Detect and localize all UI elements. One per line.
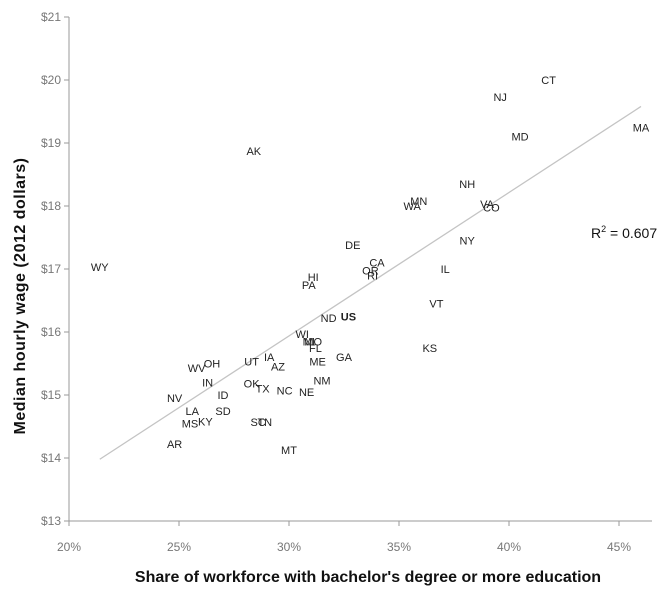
x-tick-label: 35% xyxy=(387,540,411,554)
point-label-nj: NJ xyxy=(493,92,506,104)
point-label-ar: AR xyxy=(167,439,182,451)
y-tick-label: $21 xyxy=(41,10,61,24)
point-label-la: LA xyxy=(185,406,199,418)
point-label-us: US xyxy=(341,311,356,323)
point-label-ma: MA xyxy=(633,122,650,134)
point-label-ct: CT xyxy=(541,75,556,87)
point-label-nh: NH xyxy=(459,179,475,191)
point-label-ne: NE xyxy=(299,387,314,399)
point-label-mt: MT xyxy=(281,445,297,457)
trendline xyxy=(99,105,642,460)
point-label-de: DE xyxy=(345,240,360,252)
y-tick-label: $14 xyxy=(41,451,61,465)
point-label-wi: WI xyxy=(295,329,308,341)
point-label-ok: OK xyxy=(244,379,261,391)
y-axis-title: Median hourly wage (2012 dollars) xyxy=(12,157,29,434)
point-label-az: AZ xyxy=(271,362,285,374)
axis-titles: Share of workforce with bachelor's degre… xyxy=(12,157,657,586)
point-label-nc: NC xyxy=(277,386,293,398)
point-label-ks: KS xyxy=(422,343,437,355)
point-label-ca: CA xyxy=(369,258,385,270)
point-label-mn: MN xyxy=(410,196,427,208)
point-label-mo: MO xyxy=(304,336,322,348)
point-label-or: OR xyxy=(362,265,379,277)
x-tick-label: 25% xyxy=(167,540,191,554)
trendline-group xyxy=(99,105,642,460)
point-label-nd: ND xyxy=(321,313,337,325)
point-label-ut: UT xyxy=(244,357,259,369)
point-label-me: ME xyxy=(309,357,326,369)
point-label-sc: SC xyxy=(251,417,266,429)
point-label-wv: WV xyxy=(188,363,206,375)
point-label-fl: FL xyxy=(309,343,322,355)
r-squared-annotation: R2 = 0.607 xyxy=(591,224,657,241)
point-label-tx: TX xyxy=(256,384,271,396)
point-label-nv: NV xyxy=(167,393,183,405)
point-label-co: CO xyxy=(483,202,500,214)
x-tick-label: 20% xyxy=(57,540,81,554)
point-label-nm: NM xyxy=(313,376,330,388)
point-label-mi: MI xyxy=(303,336,315,348)
point-label-tn: TN xyxy=(257,417,272,429)
point-label-il: IL xyxy=(441,264,450,276)
r-squared-prefix: R xyxy=(591,225,601,241)
point-label-ms: MS xyxy=(182,418,199,430)
point-label-in: IN xyxy=(202,377,213,389)
point-label-id: ID xyxy=(218,390,229,402)
r-squared-superscript: 2 xyxy=(601,224,606,234)
y-tick-label: $19 xyxy=(41,136,61,150)
y-tick-label: $13 xyxy=(41,514,61,528)
point-label-ia: IA xyxy=(264,352,275,364)
y-tick-label: $16 xyxy=(41,325,61,339)
x-tick-label: 40% xyxy=(497,540,521,554)
y-tick-label: $20 xyxy=(41,73,61,87)
r-squared-value: = 0.607 xyxy=(606,225,657,241)
point-label-sd: SD xyxy=(215,406,230,418)
point-label-vt: VT xyxy=(429,299,443,311)
point-label-ak: AK xyxy=(246,146,261,158)
point-label-oh: OH xyxy=(204,359,221,371)
point-label-ri: RI xyxy=(367,270,378,282)
y-tick-label: $17 xyxy=(41,262,61,276)
point-label-ga: GA xyxy=(336,352,353,364)
point-label-md: MD xyxy=(511,132,528,144)
point-label-hi: HI xyxy=(308,272,319,284)
x-tick-label: 30% xyxy=(277,540,301,554)
x-axis-title: Share of workforce with bachelor's degre… xyxy=(135,569,601,586)
point-label-pa: PA xyxy=(302,280,317,292)
point-label-wa: WA xyxy=(404,201,422,213)
point-label-ky: KY xyxy=(198,416,213,428)
axes: $13 $14 $15 $16 $17 $18 $19 $20 $21 20% 25% 30% 35% 4… xyxy=(41,10,652,554)
y-tick-label: $18 xyxy=(41,199,61,213)
y-tick-label: $15 xyxy=(41,388,61,402)
x-tick-label: 45% xyxy=(607,540,631,554)
point-label-ny: NY xyxy=(460,236,476,248)
point-label-va: VA xyxy=(480,199,495,211)
point-label-wy: WY xyxy=(91,262,109,274)
